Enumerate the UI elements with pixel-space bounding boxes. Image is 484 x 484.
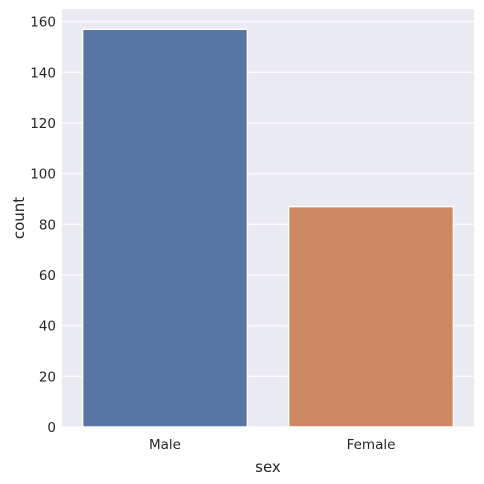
y-tick-label: 60 bbox=[39, 268, 56, 284]
y-tick-labels: 0 20 40 60 80 100 120 140 160 bbox=[30, 15, 56, 436]
y-tick-label: 80 bbox=[39, 217, 56, 233]
y-tick-label: 40 bbox=[39, 319, 56, 335]
y-tick-label: 20 bbox=[39, 369, 56, 385]
y-tick-label: 100 bbox=[30, 167, 56, 183]
bar-female bbox=[287, 205, 455, 428]
y-tick-label: 120 bbox=[30, 116, 56, 132]
bars bbox=[81, 28, 455, 428]
bar-male bbox=[81, 28, 249, 428]
x-axis-label: sex bbox=[255, 458, 281, 476]
y-axis-label: count bbox=[10, 197, 28, 239]
x-tick-labels: Male Female bbox=[149, 437, 395, 453]
y-tick-label: 160 bbox=[30, 15, 56, 31]
y-tick-label: 140 bbox=[30, 65, 56, 81]
x-tick-label: Male bbox=[149, 437, 181, 453]
y-tick-label: 0 bbox=[47, 420, 56, 436]
x-tick-label: Female bbox=[347, 437, 396, 453]
